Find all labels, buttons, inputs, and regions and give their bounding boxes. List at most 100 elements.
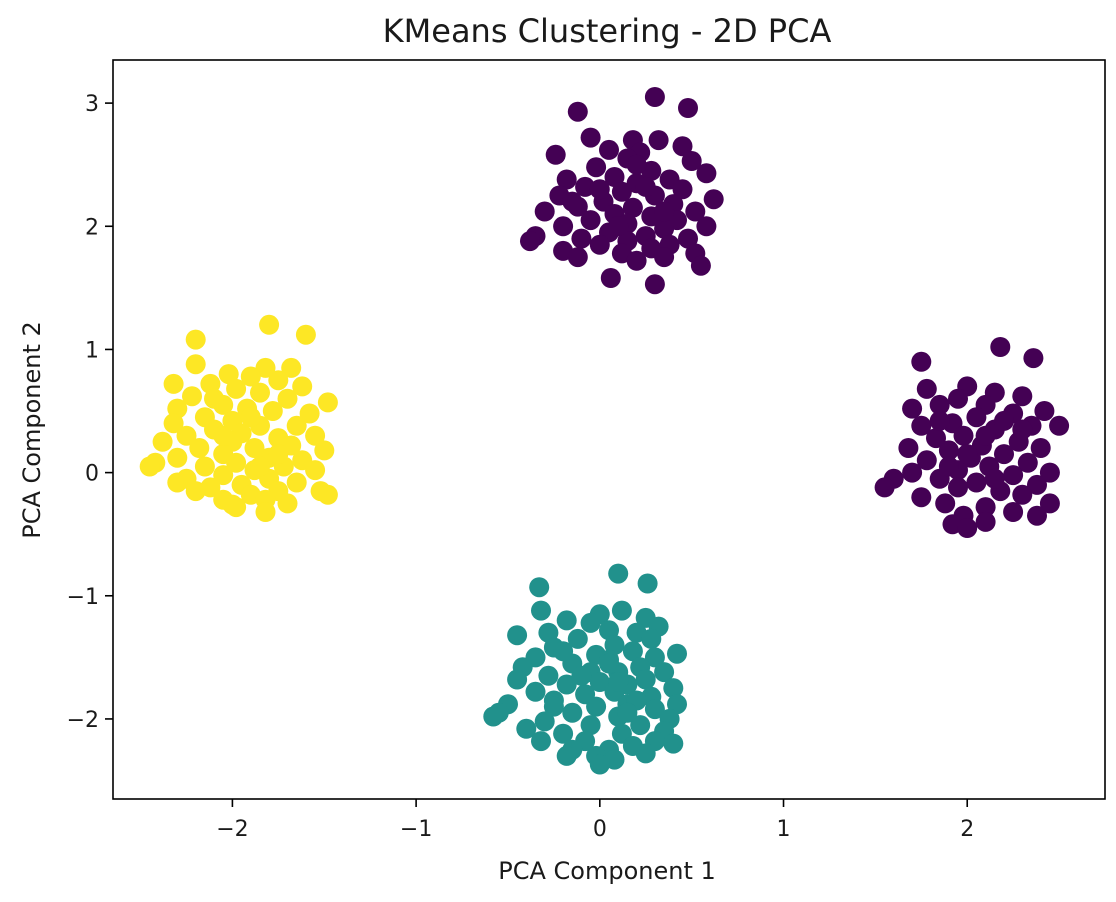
data-point-series-0-30 — [534, 201, 555, 222]
data-point-series-0-113 — [1027, 505, 1047, 526]
y-tick-label: −2 — [67, 708, 99, 733]
data-point-series-2-66 — [222, 494, 243, 515]
data-point-series-1-70 — [589, 754, 610, 775]
data-point-series-0-17 — [556, 169, 577, 190]
data-point-series-0-107 — [911, 487, 932, 508]
data-point-series-2-65 — [255, 502, 276, 522]
data-point-series-1-74 — [553, 641, 574, 662]
y-tick-label: −1 — [67, 585, 99, 610]
data-point-series-0-96 — [1039, 462, 1060, 483]
data-point-series-0-89 — [938, 440, 959, 461]
x-tick-label: 2 — [960, 817, 974, 842]
data-point-series-1-13 — [507, 625, 528, 646]
data-point-series-2-2 — [185, 329, 206, 350]
data-point-series-1-3 — [531, 600, 551, 621]
data-point-series-2-52 — [286, 472, 307, 493]
data-point-series-0-110 — [975, 497, 996, 518]
data-point-series-0-90 — [994, 444, 1014, 465]
data-point-series-1-58 — [553, 723, 574, 744]
data-point-series-2-42 — [226, 452, 247, 473]
data-point-series-1-36 — [663, 678, 684, 699]
data-point-series-0-60 — [608, 216, 629, 237]
data-point-series-0-2 — [567, 101, 588, 122]
data-point-series-0-71 — [948, 388, 968, 409]
data-point-series-2-60 — [317, 484, 338, 505]
data-point-series-1-66 — [635, 743, 656, 764]
data-point-series-0-5 — [648, 130, 669, 151]
data-point-series-2-36 — [189, 438, 210, 458]
data-point-series-0-87 — [898, 438, 919, 458]
data-point-series-0-65 — [990, 337, 1011, 357]
data-point-series-0-122 — [1012, 419, 1033, 440]
data-point-series-1-46 — [644, 699, 665, 720]
data-point-series-0-9 — [545, 144, 566, 165]
data-point-series-0-24 — [703, 189, 724, 210]
data-point-series-1-1 — [637, 573, 658, 594]
data-point-series-0-46 — [520, 231, 540, 252]
data-point-series-2-20 — [262, 401, 283, 421]
data-point-series-0-63 — [562, 191, 583, 212]
data-point-series-0-101 — [1027, 474, 1047, 495]
data-point-series-0-69 — [916, 378, 937, 399]
data-point-series-0-20 — [672, 179, 693, 200]
data-point-series-1-54 — [580, 715, 601, 736]
data-point-series-2-64 — [277, 493, 298, 514]
data-point-series-0-14 — [696, 163, 717, 184]
data-point-series-2-3 — [185, 354, 206, 375]
data-point-series-0-70 — [1012, 386, 1033, 407]
data-point-series-2-6 — [218, 364, 239, 385]
data-point-series-0-117 — [994, 410, 1014, 431]
data-point-series-1-37 — [525, 681, 546, 702]
data-point-series-0-56 — [600, 268, 621, 288]
data-point-series-1-2 — [529, 577, 550, 598]
data-point-series-0-120 — [984, 468, 1005, 489]
data-point-series-0-106 — [1012, 484, 1033, 505]
data-point-series-1-15 — [567, 628, 588, 649]
data-point-series-0-100 — [966, 472, 987, 493]
data-point-series-1-68 — [556, 745, 577, 766]
data-point-series-1-30 — [538, 665, 559, 686]
data-point-series-0-52 — [654, 247, 675, 268]
data-point-series-0-97 — [902, 462, 923, 483]
data-point-series-0-59 — [635, 176, 656, 197]
data-point-series-1-45 — [586, 696, 607, 717]
data-point-series-0-58 — [589, 179, 610, 200]
data-point-series-0-84 — [926, 428, 946, 449]
data-point-series-0-38 — [654, 218, 675, 239]
data-point-series-2-9 — [163, 373, 184, 394]
x-axis-label: PCA Component 1 — [498, 857, 716, 885]
data-point-series-0-88 — [1030, 438, 1051, 458]
data-point-series-1-8 — [580, 612, 601, 633]
points-layer — [139, 87, 1070, 775]
data-point-series-0-83 — [953, 425, 974, 446]
data-point-series-1-31 — [635, 669, 656, 690]
data-point-series-1-75 — [617, 702, 638, 723]
data-point-series-0-37 — [553, 216, 574, 237]
data-point-series-0-43 — [571, 228, 592, 249]
data-point-series-2-21 — [299, 403, 320, 424]
data-point-series-0-34 — [580, 210, 601, 231]
data-point-series-2-15 — [277, 388, 298, 409]
data-point-series-0-55 — [690, 255, 711, 276]
data-point-series-1-0 — [608, 563, 629, 584]
data-point-series-2-69 — [268, 444, 289, 465]
chart-title: KMeans Clustering - 2D PCA — [383, 12, 832, 50]
data-point-series-0-19 — [575, 176, 596, 197]
data-point-series-1-62 — [531, 731, 551, 752]
data-point-series-0-119 — [957, 444, 978, 465]
data-point-series-0-105 — [874, 477, 895, 498]
data-point-series-1-71 — [599, 653, 619, 674]
data-point-series-2-47 — [139, 456, 160, 477]
data-point-series-1-33 — [589, 672, 610, 692]
data-point-series-0-47 — [589, 234, 610, 255]
data-point-series-2-35 — [244, 438, 265, 458]
data-point-series-1-29 — [654, 662, 675, 683]
data-point-series-0-74 — [1034, 401, 1055, 421]
data-point-series-0-73 — [929, 394, 950, 415]
data-point-series-0-0 — [644, 87, 665, 107]
data-point-series-0-3 — [580, 127, 601, 148]
data-point-series-0-66 — [1023, 348, 1044, 369]
data-point-series-2-5 — [281, 357, 302, 378]
data-point-series-1-77 — [608, 672, 629, 692]
data-point-series-1-5 — [611, 600, 632, 621]
